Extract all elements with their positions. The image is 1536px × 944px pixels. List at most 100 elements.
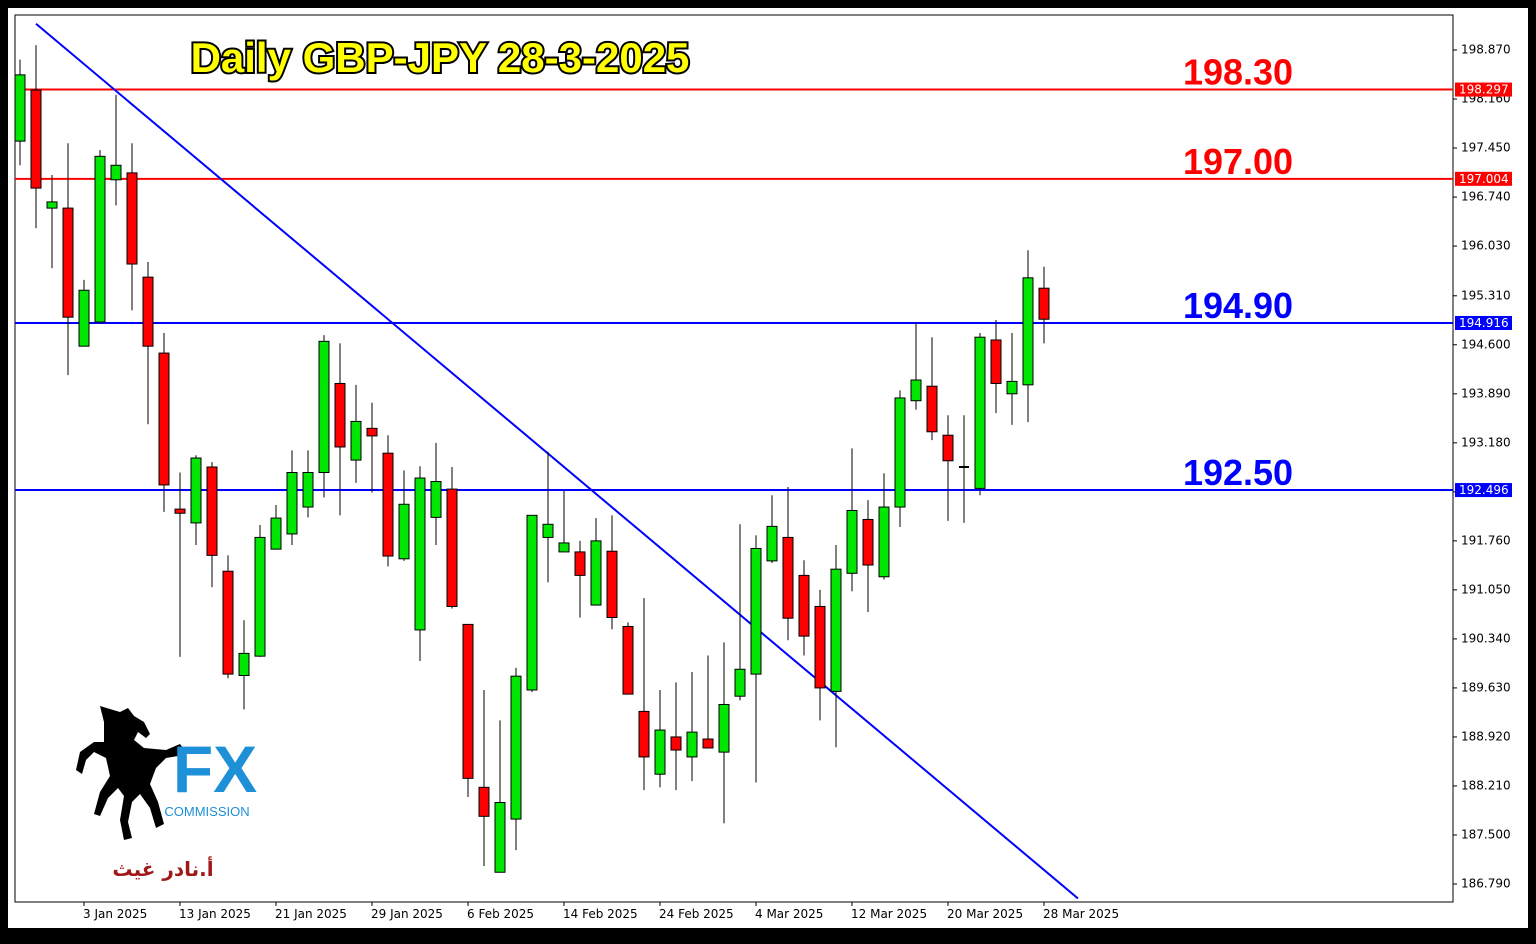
candle-body [542,523,554,538]
candle-body [62,207,74,318]
candle-body [382,452,394,557]
candle-body [942,434,954,462]
y-tick-label: 193.180 [1461,435,1511,449]
x-tick-label: 29 Jan 2025 [371,907,443,921]
y-tick-label: 194.600 [1461,337,1511,351]
candle-body [318,340,330,474]
author: أ.نادر غيث [112,855,213,881]
candle-body [302,472,314,508]
candle-body [478,786,490,817]
candle-body [750,547,762,675]
level-tag [1455,171,1512,186]
candle-body [990,339,1002,384]
candle-body [782,536,794,619]
candle-body [190,457,202,524]
level-tag [1455,315,1512,330]
y-tick-label: 193.890 [1461,386,1511,400]
candle-body [702,738,714,749]
y-tick-label: 189.630 [1461,680,1511,694]
candle-body [510,675,522,820]
candle-body [222,570,234,675]
candle-body [398,503,410,560]
candle-body [846,509,858,574]
x-tick-label: 28 Mar 2025 [1043,907,1119,921]
x-tick-label: 14 Feb 2025 [563,907,638,921]
candle-body [78,289,90,347]
candle-body [590,540,602,606]
x-tick-label: 3 Jan 2025 [83,907,147,921]
candle-body [670,736,682,751]
y-tick-label: 186.790 [1461,876,1511,890]
y-tick-label: 197.450 [1461,141,1511,155]
candle-body [126,172,138,265]
candle-body [718,703,730,753]
candle-body [414,477,426,631]
candle-body [830,568,842,692]
level-tag [1455,82,1512,97]
level-tag-label: 192.496 [1459,483,1509,497]
candle-body [494,802,506,873]
level-tag-label: 197.004 [1459,172,1509,186]
logo-subtext: COMMISSION [164,804,249,819]
x-tick-label: 6 Feb 2025 [467,907,534,921]
y-tick-label: 188.920 [1461,729,1511,743]
x-tick-label: 20 Mar 2025 [947,907,1023,921]
candle-body [174,508,186,514]
candle-body [766,525,778,562]
candle-body [94,155,106,323]
candle-body [638,710,650,758]
candle-body [462,623,474,779]
candle-body [1038,287,1050,320]
level-tag-label: 198.297 [1459,83,1509,97]
level-annotation: 194.90 [1183,285,1293,326]
candle-body [110,164,122,181]
candle-body [1022,277,1034,386]
candle-body [622,625,634,695]
x-tick-label: 13 Jan 2025 [179,907,251,921]
candle-body [974,336,986,489]
trendline [35,23,1079,900]
candle-body [46,201,58,209]
candle-body [526,514,538,691]
candle-body [238,652,250,676]
candle-body [30,89,42,189]
x-tick-label: 21 Jan 2025 [275,907,347,921]
level-tag-label: 194.916 [1459,316,1509,330]
y-tick-label: 190.340 [1461,631,1511,645]
x-tick-label: 24 Feb 2025 [659,907,734,921]
logo: FX COMMISSION أ.نادر غيث [76,706,257,881]
x-tick-label: 4 Mar 2025 [755,907,823,921]
y-tick-label: 191.760 [1461,533,1511,547]
candle-body [574,551,586,576]
y-tick-label: 187.500 [1461,827,1511,841]
background [8,8,1528,928]
candle-body [606,550,618,618]
candle-body [270,517,282,550]
candle-body [1006,380,1018,395]
price-axis: 198.870198.160197.450196.740196.030195.3… [1453,43,1512,890]
y-tick-label: 188.210 [1461,778,1511,792]
candle-body [446,488,458,607]
chart-title: Daily GBP-JPY 28-3-2025 [191,34,690,81]
candle-body [430,480,442,518]
candle-body [15,74,26,142]
candle-body [286,472,298,535]
logo-text: FX [173,732,257,806]
y-tick-label: 195.310 [1461,288,1511,302]
candle-body [814,605,826,689]
y-tick-label: 196.740 [1461,190,1511,204]
candle-body [894,397,906,508]
candle-body [798,574,810,637]
candle-body [334,382,346,448]
y-tick-label: 196.030 [1461,239,1511,253]
candle-body [158,352,170,486]
x-tick-label: 12 Mar 2025 [851,907,927,921]
candle-body [686,731,698,758]
level-tag [1455,483,1512,498]
candle-body [654,729,666,775]
candle-body [910,379,922,402]
y-tick-label: 198.870 [1461,43,1511,57]
level-annotation: 198.30 [1183,52,1293,93]
